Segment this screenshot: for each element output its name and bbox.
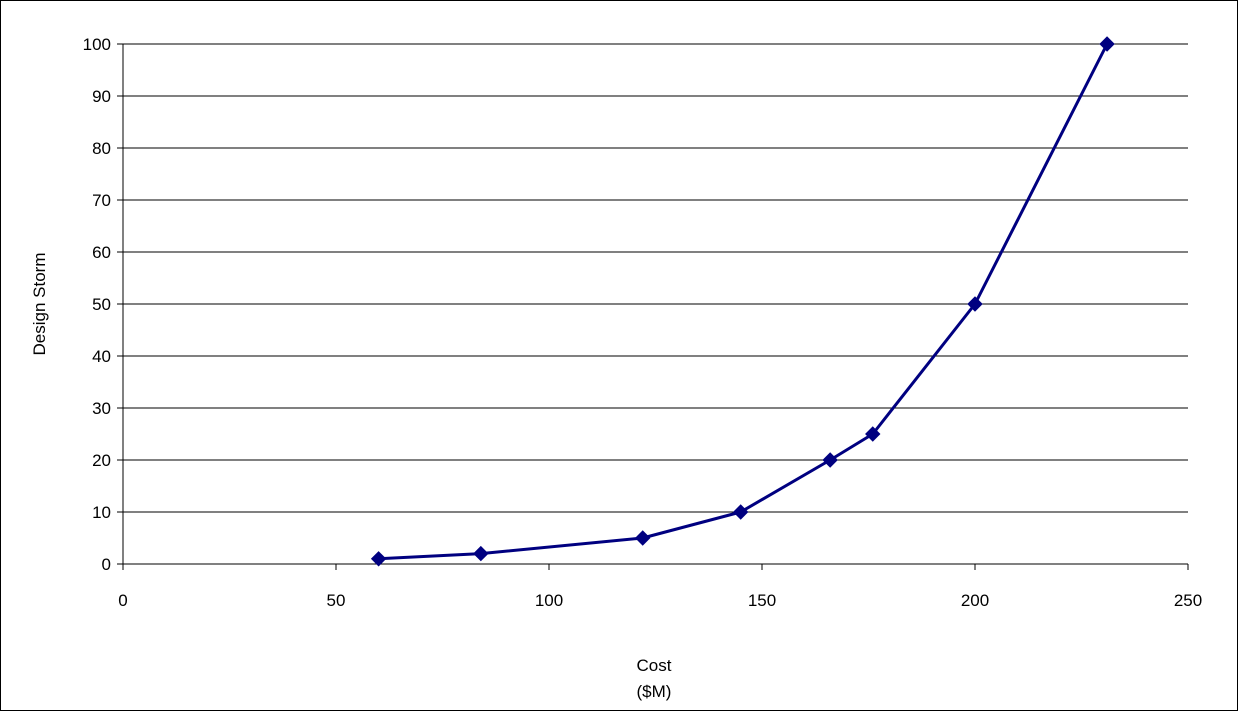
x-tick-label: 0 xyxy=(118,591,127,610)
y-tick-label: 60 xyxy=(92,243,111,262)
gridlines xyxy=(123,43,1188,513)
data-point-marker xyxy=(370,551,387,567)
data-point-marker xyxy=(1099,36,1115,52)
data-point-marker xyxy=(732,504,749,520)
x-tick-label: 50 xyxy=(327,591,346,610)
tick-labels: 0 10 20 30 40 50 60 70 80 90 100 0 50 100 150 200 250 xyxy=(83,35,1203,610)
data-point-marker xyxy=(822,452,838,468)
y-tick-label: 90 xyxy=(92,87,111,106)
y-tick-label: 70 xyxy=(92,191,111,210)
x-axis-title-unit: ($M) xyxy=(637,682,672,701)
y-tick-label: 40 xyxy=(92,347,111,366)
x-tick-label: 250 xyxy=(1174,591,1202,610)
data-point-marker xyxy=(635,530,651,546)
x-tick-label: 150 xyxy=(748,591,776,610)
y-tick-label: 80 xyxy=(92,139,111,158)
y-tick-label: 0 xyxy=(102,555,111,574)
y-tick-label: 50 xyxy=(92,295,111,314)
y-tick-label: 30 xyxy=(92,399,111,418)
y-tick-label: 10 xyxy=(92,503,111,522)
series-layer xyxy=(370,36,1115,567)
axes xyxy=(117,43,1189,570)
series-line-0 xyxy=(378,43,1109,561)
x-axis-title: Cost xyxy=(637,656,672,675)
data-point-marker xyxy=(967,296,983,312)
y-tick-label: 100 xyxy=(83,35,111,54)
x-tick-label: 100 xyxy=(535,591,563,610)
y-axis-title: Design Storm xyxy=(30,253,49,356)
data-point-marker xyxy=(865,426,881,442)
x-tick-label: 200 xyxy=(961,591,989,610)
y-tick-label: 20 xyxy=(92,451,111,470)
data-point-marker xyxy=(473,545,489,562)
